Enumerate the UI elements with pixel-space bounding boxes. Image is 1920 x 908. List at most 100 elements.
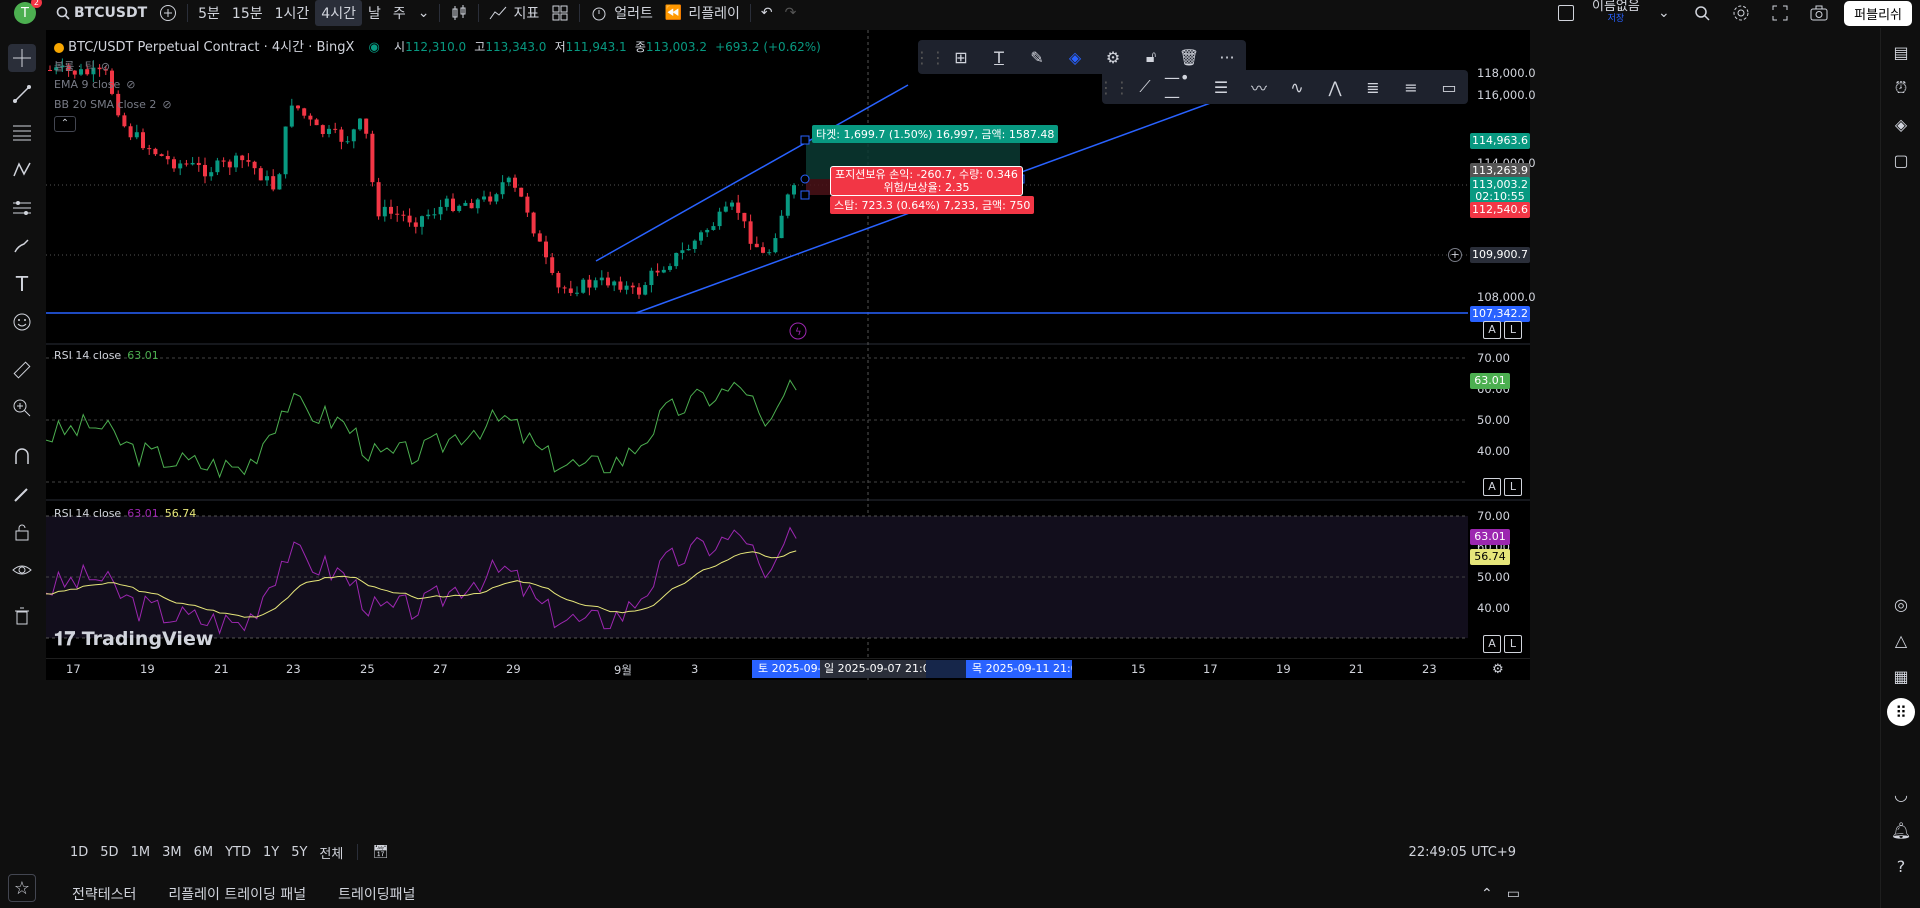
range-start-label[interactable]: 토 2025-09-06 [752,660,820,678]
time-axis[interactable]: 17 19 21 23 25 27 29 9월 3 토 2025-09-06 일… [46,658,1530,680]
lock-drawing-button[interactable]: 🔓︎ [1132,40,1170,74]
pitchfork-button[interactable]: 〰 [1240,70,1278,104]
rsi1-line[interactable] [46,379,797,479]
range-1y[interactable]: 1Y [262,844,280,860]
entry-handle[interactable] [800,174,810,184]
trend-line-button[interactable]: ⟋ [1126,70,1164,104]
layout-menu[interactable]: ⌄ [1652,0,1676,26]
pattern-tool[interactable] [8,156,36,184]
event-marker[interactable] [789,322,807,340]
brush-tool[interactable] [8,232,36,260]
quick-search-button[interactable] [1688,0,1716,26]
hide-drawings-tool[interactable] [8,556,36,584]
help-button[interactable]: ? [1887,852,1915,880]
chart-settings-button[interactable]: ⚙ [1492,662,1504,677]
volume-legend[interactable]: 볼륨 · 틱 ⊘ [54,58,110,74]
fill-color-button[interactable]: ◈ [1056,40,1094,74]
interval-4h[interactable]: 4시간 [315,0,362,26]
chevron-up-icon[interactable]: ⌃ [1481,886,1493,902]
target-handle[interactable] [800,135,810,145]
layout-name[interactable]: 이름없음 저장 [1586,0,1646,26]
chart-area[interactable]: ϟ BTC/USDT Perpetual Contract · 4시간 · Bi… [46,30,1536,680]
candlestick-series[interactable] [48,58,796,299]
add-alert-plus-button[interactable]: + [1448,248,1462,262]
goto-date-button[interactable]: 📅︎ [366,845,395,860]
object-tree-button[interactable]: ◈ [1887,110,1915,138]
fib-tool[interactable] [8,118,36,146]
template-button[interactable]: ⊞ [942,40,980,74]
range-1d[interactable]: 1D [70,844,89,860]
interval-week[interactable]: 주 [392,6,406,22]
drag-handle[interactable]: ⋮⋮ [914,40,946,74]
parallel-channel-button[interactable]: ☰ [1202,70,1240,104]
elliott-button[interactable]: ∿ [1278,70,1316,104]
interval-day[interactable]: 날 [367,6,381,22]
alerts-button[interactable]: ⏰︎ [1887,74,1915,102]
interval-dropdown[interactable]: ⌄ [412,0,436,26]
range-3m[interactable]: 3M [162,844,182,860]
remove-drawings-tool[interactable] [8,602,36,630]
clock[interactable]: 22:49:05 UTC+9 [1408,844,1516,860]
target-label[interactable]: 타겟: 1,699.7 (1.50%) 16,997, 금액: 1587.48 [812,125,1059,143]
settings-button[interactable] [1726,0,1756,26]
collapse-legend-button[interactable]: ⌃ [54,116,76,132]
rsi1-legend[interactable]: RSI 14 close 63.01 [54,349,159,362]
tab-replay-panel[interactable]: 리플레이 트레이딩 패널 [168,887,307,903]
abcd-button[interactable]: ⋀ [1316,70,1354,104]
range-ytd[interactable]: YTD [225,844,251,860]
stop-handle[interactable] [800,190,810,200]
auto-scale-button[interactable]: A [1483,635,1501,653]
technicals-button[interactable]: ◎ [1887,590,1915,618]
redo-button[interactable]: ↷ [779,0,803,26]
rsi2-legend[interactable]: RSI 14 close 63.01 56.74 [54,507,196,520]
log-scale-button[interactable]: L [1504,635,1522,653]
ema-legend[interactable]: EMA 9 close ⊘ [54,78,136,91]
range-end-label[interactable]: 목 2025-09-11 21:00 [966,660,1072,678]
drawing-settings-button[interactable]: ⚙ [1094,40,1132,74]
interval-15m[interactable]: 15분 [231,6,263,22]
auto-scale-button[interactable]: A [1483,478,1501,496]
more-button[interactable]: ··· [1208,40,1246,74]
range-1m[interactable]: 1M [130,844,151,860]
text-tool[interactable]: T [8,270,36,298]
fib-retracement-button[interactable]: ≣ [1354,70,1392,104]
notifications-button[interactable]: 🔔︎ [1887,816,1915,844]
stay-drawing-tool[interactable] [8,480,36,508]
fib-extension-button[interactable]: ≡ [1392,70,1430,104]
auto-scale-button[interactable]: A [1483,321,1501,339]
range-5y[interactable]: 5Y [291,844,308,860]
zoom-tool[interactable] [8,394,36,422]
favorites-button[interactable]: ☆ [8,874,36,902]
watchlist-button[interactable]: ▤ [1887,38,1915,66]
delete-drawing-button[interactable]: 🗑︎ [1170,40,1208,74]
publish-button[interactable]: 퍼블리쉬 [1844,1,1912,26]
range-6m[interactable]: 6M [193,844,214,860]
stop-label[interactable]: 스탑: 723.3 (0.64%) 7,233, 금액: 750 [830,196,1035,214]
rsi2-ma-line[interactable] [46,550,797,618]
layouts-button[interactable] [545,0,575,26]
calendar-button[interactable]: ▦ [1887,662,1915,690]
undo-button[interactable]: ↶ [755,0,779,26]
bb-legend[interactable]: BB 20 SMA close 2 ⊘ [54,98,172,111]
interval-1h[interactable]: 1시간 [274,6,310,22]
position-pnl-label[interactable]: 포지션보유 손익: -260.7, 수량: 0.346 위험/보상율: 2.35 [830,166,1023,196]
text-style-button[interactable]: T [980,40,1018,74]
replay-button[interactable]: ⏪ 리플레이 [659,0,746,26]
log-scale-button[interactable]: L [1504,478,1522,496]
chat-button[interactable]: ▢ [1887,146,1915,174]
channel-upper-line[interactable] [595,84,909,262]
symbol-search[interactable]: BTCUSDT [50,0,153,26]
ideas-button[interactable]: △ [1887,626,1915,654]
forecast-tool[interactable] [8,194,36,222]
screenshot-button[interactable] [1804,0,1834,26]
horizontal-ray-button[interactable]: —•— [1164,68,1202,106]
interval-5m[interactable]: 5분 [198,6,220,22]
trendline-tool[interactable] [8,80,36,108]
fullscreen-button[interactable] [1766,0,1794,26]
lock-drawings-tool[interactable] [8,518,36,546]
log-scale-button[interactable]: L [1504,321,1522,339]
tab-strategy-tester[interactable]: 전략테스터 [72,887,137,903]
drag-handle[interactable]: ⋮⋮ [1098,70,1130,104]
layout-checkbox[interactable] [1552,0,1580,26]
